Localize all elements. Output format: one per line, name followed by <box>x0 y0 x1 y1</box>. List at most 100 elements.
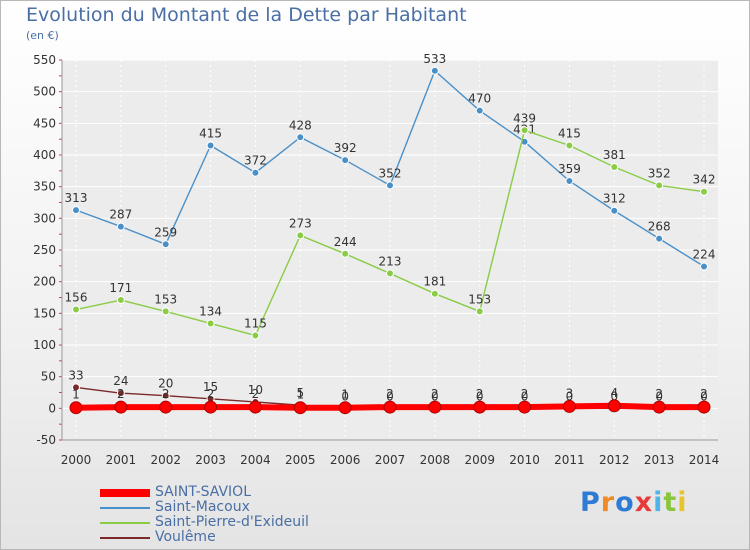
data-point <box>430 66 439 75</box>
data-label: 0 <box>431 389 439 403</box>
data-label: 153 <box>468 292 491 306</box>
data-point <box>72 383 80 392</box>
data-label: 244 <box>334 235 357 249</box>
data-label: 392 <box>334 141 357 155</box>
data-label: 259 <box>154 225 177 239</box>
x-tick-label: 2005 <box>285 453 316 467</box>
proxiti-logo: Proxiti <box>580 487 688 518</box>
chart-title: Evolution du Montant de la Dette par Hab… <box>26 4 467 26</box>
data-point <box>116 222 125 231</box>
data-label: 0 <box>521 389 529 403</box>
data-point <box>383 400 397 414</box>
data-label: 533 <box>423 52 446 66</box>
data-point <box>114 400 128 414</box>
data-label: 312 <box>603 192 626 206</box>
data-label: 20 <box>158 377 173 391</box>
data-label: 153 <box>154 292 177 306</box>
data-point <box>610 163 619 172</box>
data-point <box>296 231 305 240</box>
data-label: 213 <box>379 254 402 268</box>
data-point <box>251 168 260 177</box>
data-label: 134 <box>199 304 222 318</box>
data-label: 428 <box>289 118 312 132</box>
y-tick-label: 450 <box>33 116 56 130</box>
data-point <box>386 269 394 278</box>
data-point <box>473 400 487 414</box>
data-label: 0 <box>341 389 349 403</box>
y-tick-label: 100 <box>33 338 56 352</box>
data-label: 33 <box>68 368 83 382</box>
data-label: 1 <box>341 388 349 402</box>
data-point <box>700 187 708 196</box>
data-point <box>430 289 439 298</box>
data-label: 287 <box>109 208 132 222</box>
data-label: 115 <box>244 317 267 331</box>
data-point <box>341 249 350 258</box>
data-label: 156 <box>65 291 88 305</box>
legend-label: Voulême <box>155 529 216 545</box>
data-point <box>475 307 484 316</box>
data-label: 381 <box>603 148 626 162</box>
data-point <box>206 141 215 150</box>
data-label: 10 <box>248 383 263 397</box>
x-tick-label: 2003 <box>195 453 226 467</box>
data-label: 0 <box>386 389 394 403</box>
data-point <box>700 262 708 271</box>
data-label: 0 <box>610 389 618 403</box>
data-point <box>161 391 170 400</box>
data-label: 224 <box>693 247 716 261</box>
data-label: 342 <box>693 173 716 187</box>
data-point <box>565 141 574 150</box>
y-tick-label: 0 <box>48 401 56 415</box>
y-tick-label: 150 <box>33 306 56 320</box>
data-point <box>607 399 621 413</box>
x-tick-label: 2006 <box>330 453 361 467</box>
data-point <box>565 176 574 185</box>
data-label: 268 <box>648 220 671 234</box>
x-tick-label: 2008 <box>420 453 451 467</box>
y-tick-label: 300 <box>33 211 56 225</box>
data-label: 439 <box>513 111 536 125</box>
data-label: 352 <box>379 166 402 180</box>
data-label: 0 <box>700 389 708 403</box>
data-label: 15 <box>203 380 218 394</box>
data-label: 181 <box>423 275 446 289</box>
data-label: 2 <box>117 387 125 401</box>
legend-label: Saint-Pierre-d'Exideuil <box>155 514 309 530</box>
x-tick-label: 2000 <box>61 453 92 467</box>
x-tick-label: 2014 <box>689 453 720 467</box>
data-label: 1 <box>72 388 80 402</box>
x-tick-label: 2013 <box>644 453 675 467</box>
y-tick-label: 250 <box>33 243 56 257</box>
data-point <box>655 181 664 190</box>
y-tick-label: 550 <box>33 53 56 67</box>
data-label: 415 <box>199 127 222 141</box>
x-tick-label: 2011 <box>554 453 585 467</box>
data-point <box>204 400 218 414</box>
y-tick-label: -50 <box>36 433 56 447</box>
x-tick-label: 2012 <box>599 453 630 467</box>
x-tick-label: 2004 <box>240 453 271 467</box>
y-tick-label: 400 <box>33 148 56 162</box>
data-label: 2 <box>207 387 215 401</box>
data-point <box>69 401 83 415</box>
x-tick-label: 2002 <box>150 453 181 467</box>
data-label: 0 <box>566 389 574 403</box>
legend-swatch <box>100 507 150 509</box>
x-tick-label: 2009 <box>464 453 495 467</box>
legend-label: SAINT-SAVIOL <box>155 484 251 500</box>
data-label: 5 <box>296 386 304 400</box>
data-point <box>562 399 576 413</box>
data-label: 2 <box>476 387 484 401</box>
legend-swatch <box>100 522 150 524</box>
data-label: 415 <box>558 127 581 141</box>
data-label: 313 <box>65 191 88 205</box>
data-label: 24 <box>113 374 128 388</box>
data-label: 2 <box>700 387 708 401</box>
data-label: 0 <box>655 389 663 403</box>
x-tick-label: 2010 <box>509 453 540 467</box>
data-point <box>248 400 262 414</box>
data-label: 470 <box>468 92 491 106</box>
x-tick-label: 2001 <box>106 453 137 467</box>
